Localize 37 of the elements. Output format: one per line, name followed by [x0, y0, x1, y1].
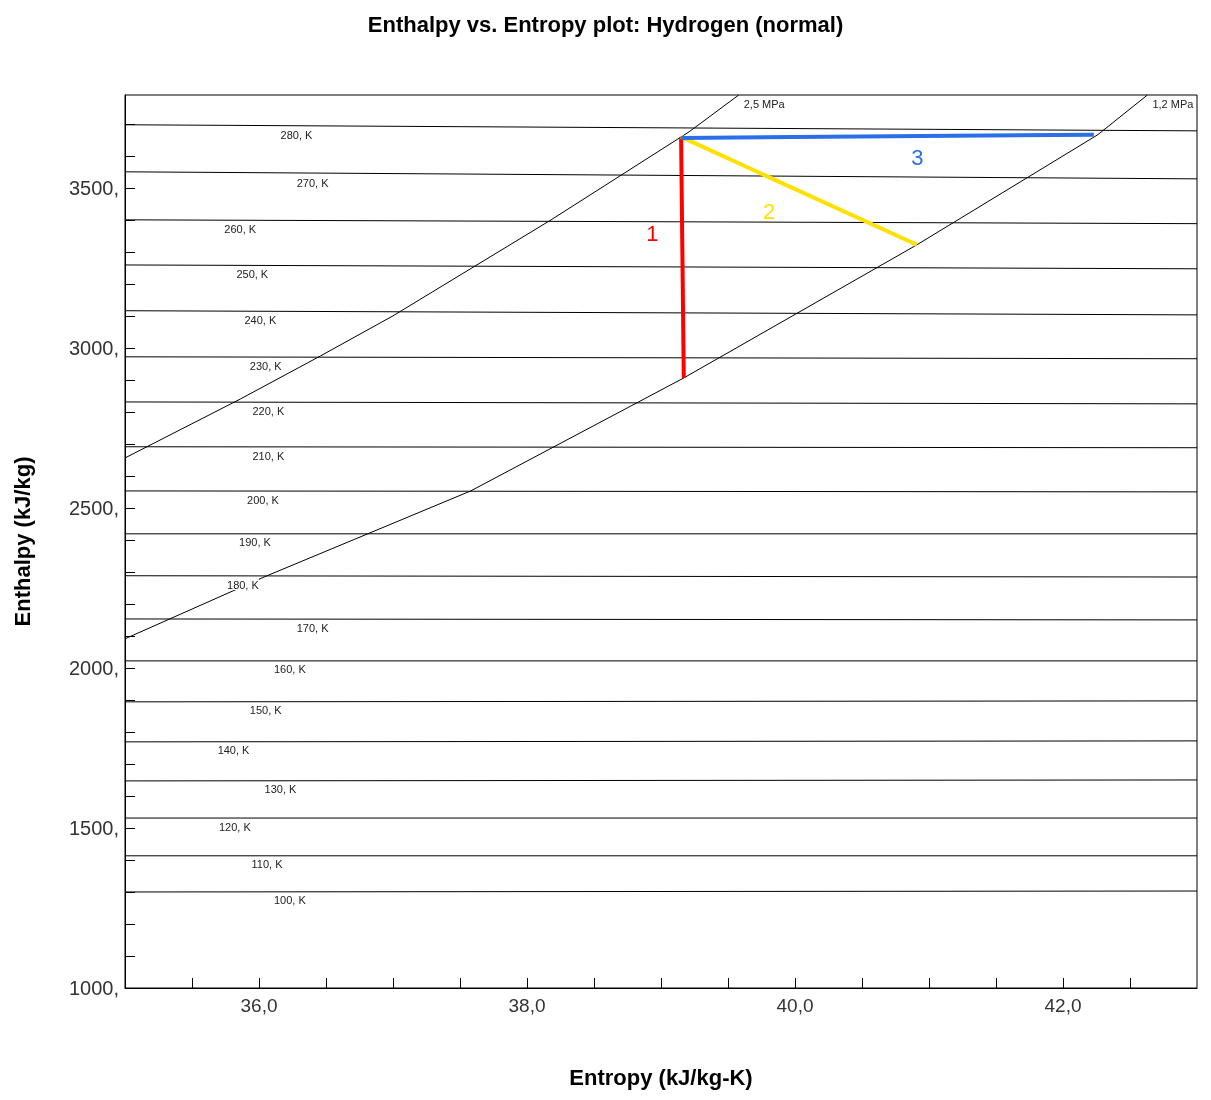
- annotation: 220, K: [252, 404, 285, 417]
- series-label: 3: [911, 144, 924, 170]
- annotation: 240, K: [244, 313, 277, 326]
- annotation: 260, K: [224, 222, 257, 235]
- annotation: 160, K: [273, 663, 307, 676]
- annotation: 1,2 MPa: [1152, 97, 1195, 110]
- annotation: 280, K: [280, 128, 314, 141]
- annotation: 150, K: [249, 704, 283, 717]
- y-tick-label: 3000,: [68, 336, 119, 359]
- chart-title: Enthalpy vs. Entropy plot: Hydrogen (normal): [367, 11, 844, 37]
- annotation: 210, K: [252, 449, 285, 462]
- y-tick-label: 2000,: [68, 656, 119, 679]
- annotation: 2,5 MPa: [743, 97, 786, 110]
- y-axis-title: Enthalpy (kJ/kg): [9, 456, 35, 627]
- annotation: 200, K: [247, 493, 280, 506]
- x-axis-title: Entropy (kJ/kg-K): [569, 1064, 753, 1090]
- annotation: 180, K: [227, 578, 260, 591]
- y-tick-label: 3500,: [68, 176, 119, 199]
- annotation: 170, K: [296, 621, 330, 634]
- annotation: 190, K: [239, 536, 272, 549]
- x-tick-label: 38,0: [508, 995, 546, 1016]
- x-tick-label: 36,0: [240, 995, 278, 1016]
- y-tick-label: 1500,: [68, 816, 119, 839]
- annotation: 230, K: [249, 359, 283, 372]
- annotation: 120, K: [218, 820, 252, 833]
- annotation: 130, K: [264, 783, 297, 796]
- series-label: 2: [762, 199, 776, 225]
- series-label: 1: [646, 220, 659, 246]
- x-tick-label: 42,0: [1044, 995, 1082, 1016]
- y-tick-label: 1000,: [68, 977, 119, 999]
- annotation: 140, K: [217, 744, 251, 757]
- annotation: 110, K: [251, 858, 284, 871]
- annotation: 250, K: [236, 268, 269, 281]
- x-tick-label: 40,0: [776, 995, 814, 1016]
- annotation: 270, K: [296, 176, 330, 189]
- y-tick-label: 2500,: [68, 496, 119, 519]
- annotation: 100, K: [273, 894, 307, 907]
